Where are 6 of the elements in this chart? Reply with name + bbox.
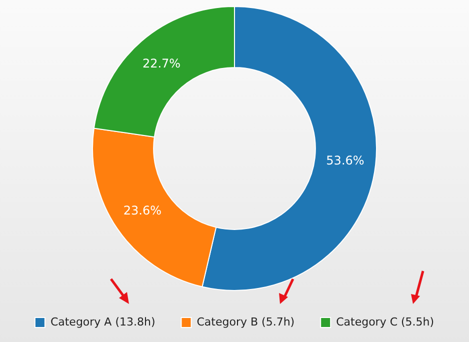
data-label: 53.6% (326, 153, 364, 168)
legend-label: Category C (5.5h) (336, 315, 434, 328)
legend-label: Category B (5.7h) (196, 315, 295, 328)
legend-label: Category A (13.8h) (50, 315, 156, 328)
data-label: 23.6% (123, 203, 162, 218)
data-label: 22.7% (142, 56, 181, 70)
